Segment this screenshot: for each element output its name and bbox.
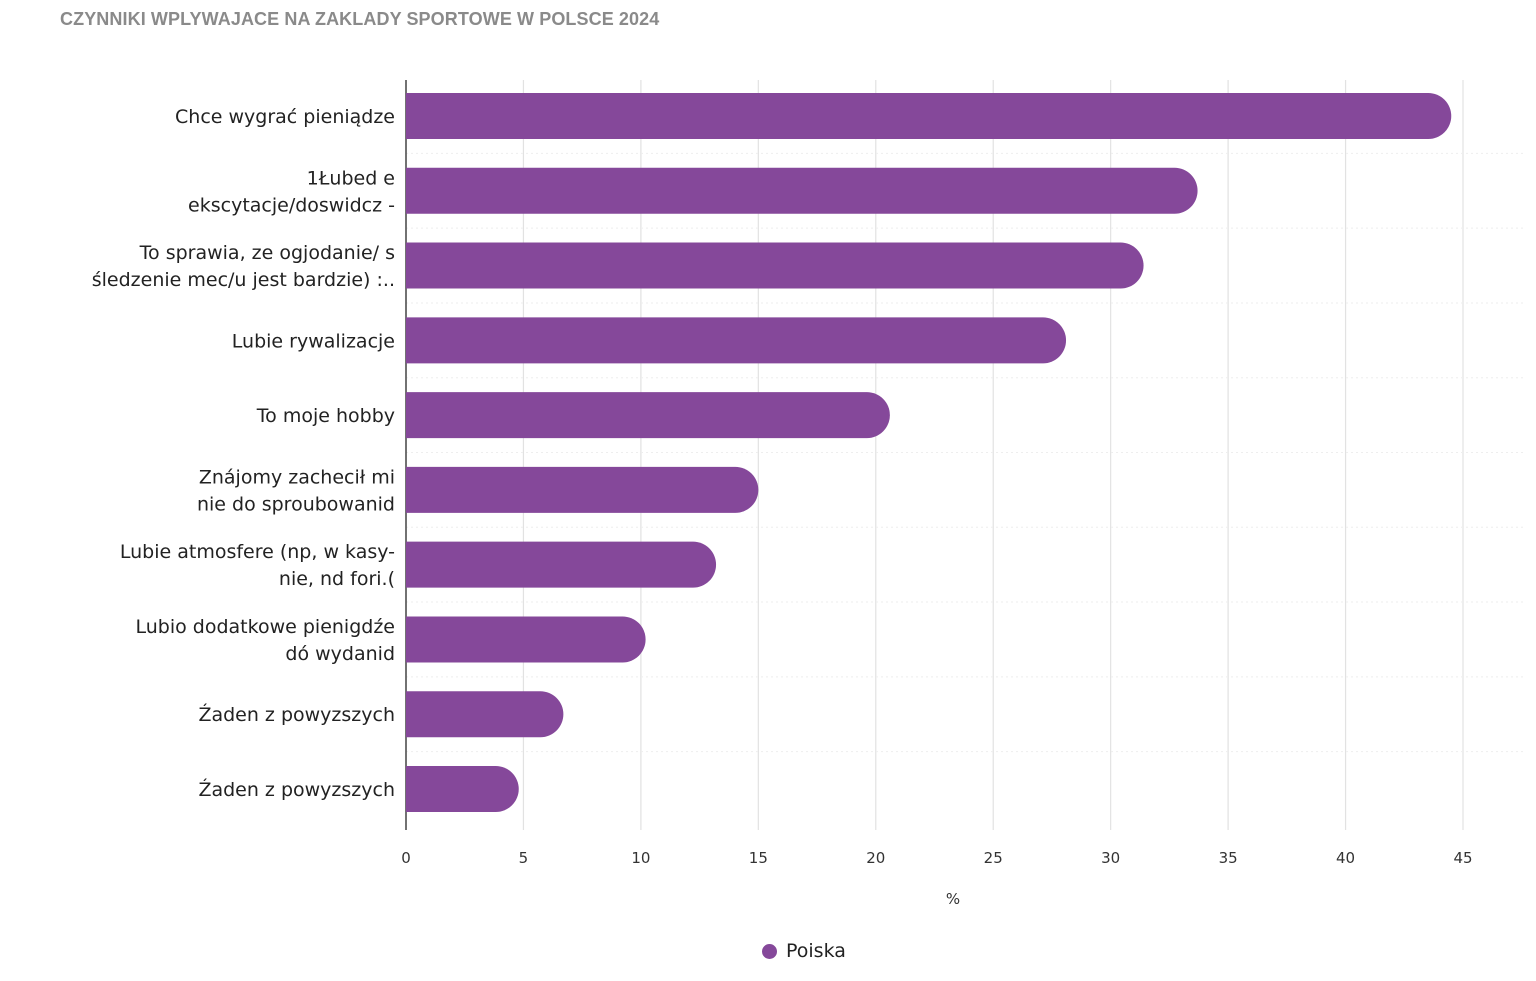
bar xyxy=(406,691,564,738)
bar xyxy=(406,242,1144,289)
legend-label: Poiska xyxy=(786,940,846,962)
bar xyxy=(406,766,519,812)
chart-title: CZYNNIKI WPLYWAJACE NA ZAKLADY SPORTOWE … xyxy=(60,9,660,29)
legend-marker xyxy=(762,943,777,959)
x-tick-label: 10 xyxy=(631,849,650,867)
x-tick-label: 30 xyxy=(1101,849,1120,867)
category-label: Lubie rywalizacje xyxy=(232,330,395,352)
category-label: To moje hobby xyxy=(256,405,395,427)
x-tick-label: 40 xyxy=(1336,849,1355,867)
category-label: 1Łubed e ekscytacje/doswidcz - xyxy=(188,167,395,216)
x-tick-label: 35 xyxy=(1219,849,1238,867)
bar xyxy=(406,466,759,513)
bar xyxy=(406,167,1198,214)
x-tick-label: 45 xyxy=(1453,849,1472,867)
x-tick-label: 0 xyxy=(401,849,411,867)
x-tick-label: 20 xyxy=(866,849,885,867)
x-axis-label: % xyxy=(946,890,960,908)
x-tick-label: 15 xyxy=(749,849,768,867)
category-label: Źaden z powyzszych xyxy=(198,703,395,726)
category-label: Chce wygrać pieniądze xyxy=(175,106,395,128)
x-tick-label: 25 xyxy=(984,849,1003,867)
bar xyxy=(406,317,1067,364)
bar xyxy=(406,392,890,439)
category-label: Lubio dodatkowe pienigdźe dó wydanid xyxy=(136,616,396,665)
category-label: Znájomy zachecił mi nie do sproubowanid xyxy=(197,466,395,515)
bar xyxy=(406,616,646,663)
category-label: Lubie atmosfere (np, w kasy-nie, nd fori… xyxy=(120,541,395,590)
bar xyxy=(406,541,717,588)
x-tick-label: 5 xyxy=(519,849,529,867)
legend: Poiska xyxy=(762,940,846,962)
category-label: To sprawia, ze ogjodanie/ s śledzenie mec… xyxy=(92,242,395,291)
category-label: Źaden z powyzszych xyxy=(198,778,395,801)
bar xyxy=(406,93,1452,139)
